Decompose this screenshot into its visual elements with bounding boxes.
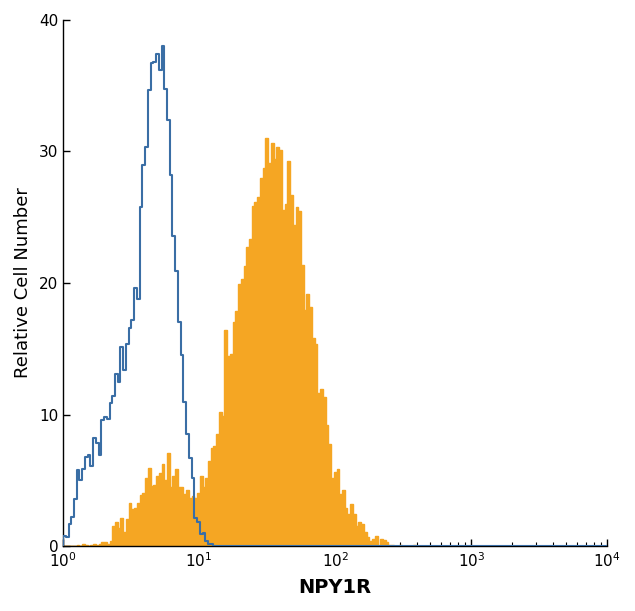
Y-axis label: Relative Cell Number: Relative Cell Number — [14, 188, 32, 378]
Polygon shape — [63, 138, 607, 546]
X-axis label: NPY1R: NPY1R — [298, 578, 371, 597]
